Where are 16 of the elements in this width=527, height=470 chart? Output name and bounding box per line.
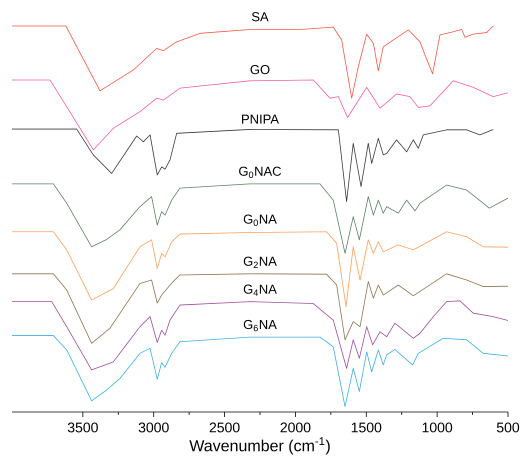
x-tick-label: 3500 xyxy=(68,422,98,432)
x-tick-label: 2000 xyxy=(280,422,310,432)
x-tick-label: 2500 xyxy=(210,422,240,432)
x-tick-label: 1000 xyxy=(422,422,452,432)
series-label: G$_{0}$NA xyxy=(244,214,277,226)
series-label: SA xyxy=(252,12,269,22)
series-label: G$_{4}$NA xyxy=(244,284,277,296)
x-axis-title: Wavenumber (cm$^{-1}$) xyxy=(189,437,330,455)
series-label: G$_{2}$NA xyxy=(244,256,277,268)
series-label: PNIPA xyxy=(242,114,279,124)
x-tick-label: 3000 xyxy=(138,422,169,432)
series-label: GO xyxy=(250,65,270,74)
x-tick-label: 1500 xyxy=(352,422,382,432)
series-label: G$_{6}$NA xyxy=(244,320,277,332)
series-label: G$_{0}$NAC xyxy=(239,166,282,178)
x-tick-label: 500 xyxy=(496,422,520,432)
